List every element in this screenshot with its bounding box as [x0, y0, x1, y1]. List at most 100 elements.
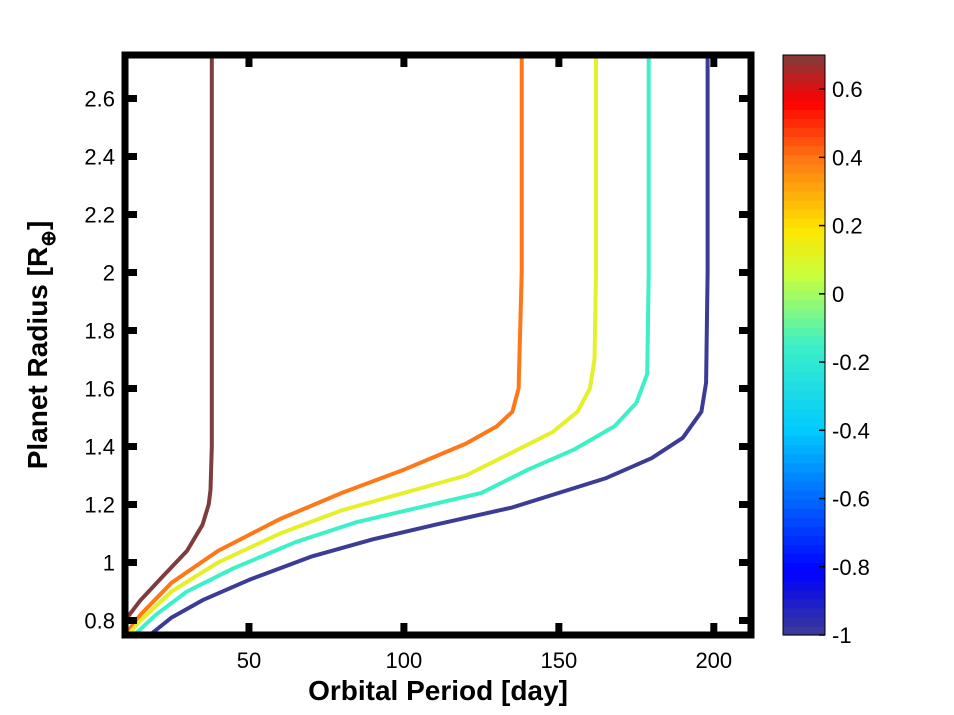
colorbar-band [783, 354, 825, 364]
colorbar-tick-label: -0.6 [832, 487, 870, 512]
colorbar-band [783, 526, 825, 536]
colorbar-band [783, 480, 825, 491]
colorbar-band [783, 136, 825, 147]
colorbar-band [783, 218, 825, 228]
y-tick-label: 1.8 [84, 319, 115, 344]
colorbar-band [783, 190, 825, 201]
colorbar-band [783, 363, 825, 373]
colorbar-band [783, 390, 825, 400]
colorbar-band [783, 598, 825, 609]
y-tick-label: 2.2 [84, 203, 115, 228]
y-tick-label: 2.6 [84, 87, 115, 112]
colorbar: -1 -0.8 -0.6 -0.4 -0.2 0 0.2 0.4 0.6 [783, 55, 870, 648]
colorbar-tick-label: 0.6 [832, 77, 863, 102]
colorbar-band [783, 544, 825, 555]
colorbar-band [783, 100, 825, 110]
colorbar-band [783, 453, 825, 464]
y-tick-label: 2 [103, 261, 115, 286]
series-line-4 [147, 55, 710, 635]
colorbar-band [783, 263, 825, 274]
colorbar-band [783, 517, 825, 527]
colorbar-band [783, 181, 825, 192]
series-line-3 [132, 55, 651, 635]
colorbar-band [783, 272, 825, 283]
colorbar-band [783, 109, 825, 120]
colorbar-band [783, 589, 825, 600]
colorbar-band [783, 417, 825, 428]
colorbar-band [783, 408, 825, 419]
x-tick-label: 200 [695, 648, 732, 673]
y-tick-label: 1.6 [84, 377, 115, 402]
colorbar-band [783, 607, 825, 618]
colorbar-band [783, 281, 825, 292]
colorbar-band [783, 535, 825, 545]
colorbar-frame [782, 54, 826, 636]
colorbar-band [783, 435, 825, 446]
y-tick-label: 1.2 [84, 493, 115, 518]
colorbar-band [783, 490, 825, 500]
y-axis-title-subscript: ⊕ [38, 230, 60, 247]
colorbar-tick-label: -1 [832, 623, 852, 648]
colorbar-band [783, 91, 825, 101]
y-tick-label: 2.4 [84, 145, 115, 170]
colorbar-tick-label: 0.4 [832, 145, 863, 170]
colorbar-band [783, 625, 825, 636]
colorbar-band [783, 372, 825, 382]
colorbar-band [783, 308, 825, 319]
colorbar-band [783, 118, 825, 129]
y-tick-label: 1 [103, 551, 115, 576]
colorbar-band [783, 236, 825, 246]
colorbar-band [783, 499, 825, 509]
colorbar-band [783, 616, 825, 627]
y-tick-label: 0.8 [84, 609, 115, 634]
colorbar-band [783, 200, 825, 210]
colorbar-band [783, 345, 825, 355]
colorbar-band [783, 326, 825, 337]
colorbar-band [783, 73, 825, 83]
colorbar-band [783, 299, 825, 310]
colorbar-band [783, 55, 825, 65]
colorbar-band [783, 562, 825, 573]
colorbar-tick-label: -0.4 [832, 418, 870, 443]
colorbar-band [783, 444, 825, 455]
y-axis-title: Planet Radius [R⊕] [22, 221, 60, 470]
colorbar-band [783, 335, 825, 346]
colorbar-band [783, 172, 825, 183]
colorbar-band [783, 163, 825, 174]
colorbar-band [783, 145, 825, 156]
series-line-2 [126, 55, 598, 635]
series-line-1 [125, 55, 524, 635]
colorbar-band [783, 254, 825, 265]
colorbar-tick-label: -0.2 [832, 350, 870, 375]
colorbar-band [783, 64, 825, 74]
x-axis-title: Orbital Period [day] [308, 675, 568, 706]
colorbar-tick-label: 0.2 [832, 214, 863, 239]
colorbar-band [783, 471, 825, 482]
colorbar-band [783, 580, 825, 591]
colorbar-tick-label: 0 [832, 282, 844, 307]
colorbar-band [783, 571, 825, 582]
colorbar-band [783, 227, 825, 237]
y-tick-label: 1.4 [84, 435, 115, 460]
colorbar-band [783, 209, 825, 219]
colorbar-band [783, 508, 825, 518]
colorbar-band [783, 381, 825, 391]
plot-lines [125, 55, 710, 635]
colorbar-band [783, 154, 825, 165]
axis-ticks: 50 100 150 200 0.8 1 1.2 1.4 1.6 1.8 2 2.2 2.4 2.6 [84, 55, 751, 673]
colorbar-band [783, 290, 825, 301]
plot-frame [121, 51, 755, 639]
colorbar-band [783, 399, 825, 410]
series-line-0 [125, 55, 214, 623]
x-tick-label: 100 [386, 648, 423, 673]
colorbar-band [783, 245, 825, 255]
colorbar-band [783, 553, 825, 564]
x-tick-label: 150 [541, 648, 578, 673]
colorbar-band [783, 462, 825, 473]
colorbar-band [783, 317, 825, 328]
colorbar-band [783, 426, 825, 437]
colorbar-band [783, 82, 825, 92]
colorbar-tick-label: -0.8 [832, 555, 870, 580]
colorbar-band [783, 127, 825, 138]
